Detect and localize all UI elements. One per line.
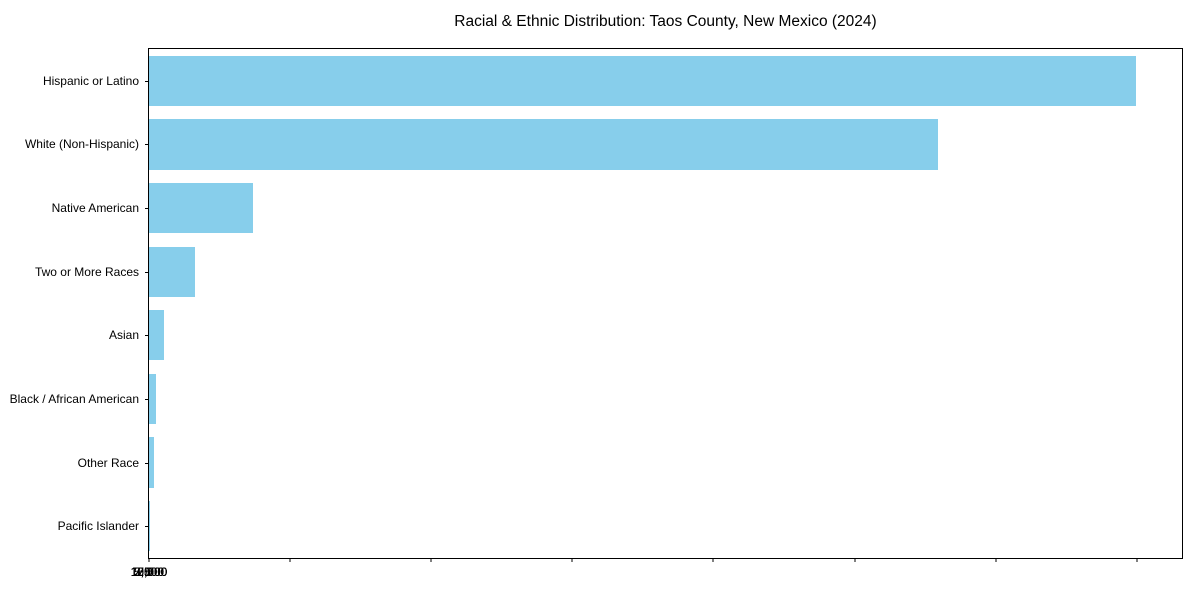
y-tick-label-white-non-hispanic: White (Non-Hispanic)	[24, 137, 139, 152]
bar-row-two-or-more-races: Two or More Races	[35, 240, 1182, 304]
x-tick-mark	[995, 558, 997, 562]
y-tick-label-asian: Asian	[108, 328, 139, 343]
y-tick-mark	[145, 526, 149, 528]
bar-row-hispanic-or-latino: Hispanic or Latino	[43, 49, 1182, 113]
bar-black-african-american	[149, 373, 157, 425]
bar-row-black-african-american: Black / African American	[10, 367, 1182, 431]
bar-hispanic-or-latino	[149, 55, 1136, 106]
y-tick-label-black-african-american: Black / African American	[9, 391, 139, 406]
x-tick-mark	[289, 558, 291, 562]
x-tick-mark	[571, 558, 573, 562]
x-tick-mark	[1136, 558, 1138, 562]
y-tick-mark	[145, 208, 149, 210]
chart-title: Racial & Ethnic Distribution: Taos Count…	[454, 13, 877, 30]
bar-other-race	[149, 437, 155, 488]
y-tick-label-hispanic-or-latino: Hispanic or Latino	[42, 73, 139, 88]
bar-row-native-american: Native American	[52, 176, 1182, 240]
plot-area: Hispanic or Latino White (Non-Hispanic) Na…	[10, 48, 1183, 579]
bar-row-asian: Asian	[109, 304, 1182, 368]
x-tick-mark	[430, 558, 432, 562]
x-tick-label-0: 0	[145, 565, 153, 579]
bar-native-american	[149, 182, 253, 234]
y-tick-label-two-or-more-races: Two or More Races	[34, 264, 139, 279]
x-tick-label-5000: 5,000	[133, 565, 165, 579]
y-tick-mark	[145, 80, 149, 82]
bar-two-or-more-races	[149, 246, 195, 297]
x-tick-mark	[148, 558, 150, 562]
y-tick-mark	[145, 271, 149, 273]
bar-pacific-islander	[149, 501, 150, 552]
y-tick-mark	[145, 398, 149, 400]
x-tick-label-15000: 15,000	[130, 565, 168, 579]
x-tick-label-17500: 17,500	[130, 565, 168, 579]
y-tick-label-other-race: Other Race	[77, 455, 139, 470]
y-tick-mark	[145, 462, 149, 464]
x-tick-label-2500: 2,500	[133, 565, 165, 579]
x-tick-label-10000: 10,000	[130, 565, 168, 579]
x-tick-mark	[854, 558, 856, 562]
bar-white-non-hispanic	[149, 119, 939, 170]
y-tick-label-native-american: Native American	[51, 201, 139, 216]
y-tick-mark	[145, 144, 149, 146]
bar-asian	[149, 310, 164, 361]
bar-row-other-race: Other Race	[78, 431, 1182, 495]
bar-row-pacific-islander: Pacific Islander	[58, 494, 1182, 558]
y-tick-mark	[145, 335, 149, 337]
x-tick-mark	[712, 558, 714, 562]
bar-row-white-non-hispanic: White (Non-Hispanic)	[25, 113, 1182, 177]
x-tick-label-7500: 7,500	[133, 565, 165, 579]
y-tick-label-pacific-islander: Pacific Islander	[57, 519, 139, 534]
x-tick-label-12500: 12,500	[130, 565, 168, 579]
